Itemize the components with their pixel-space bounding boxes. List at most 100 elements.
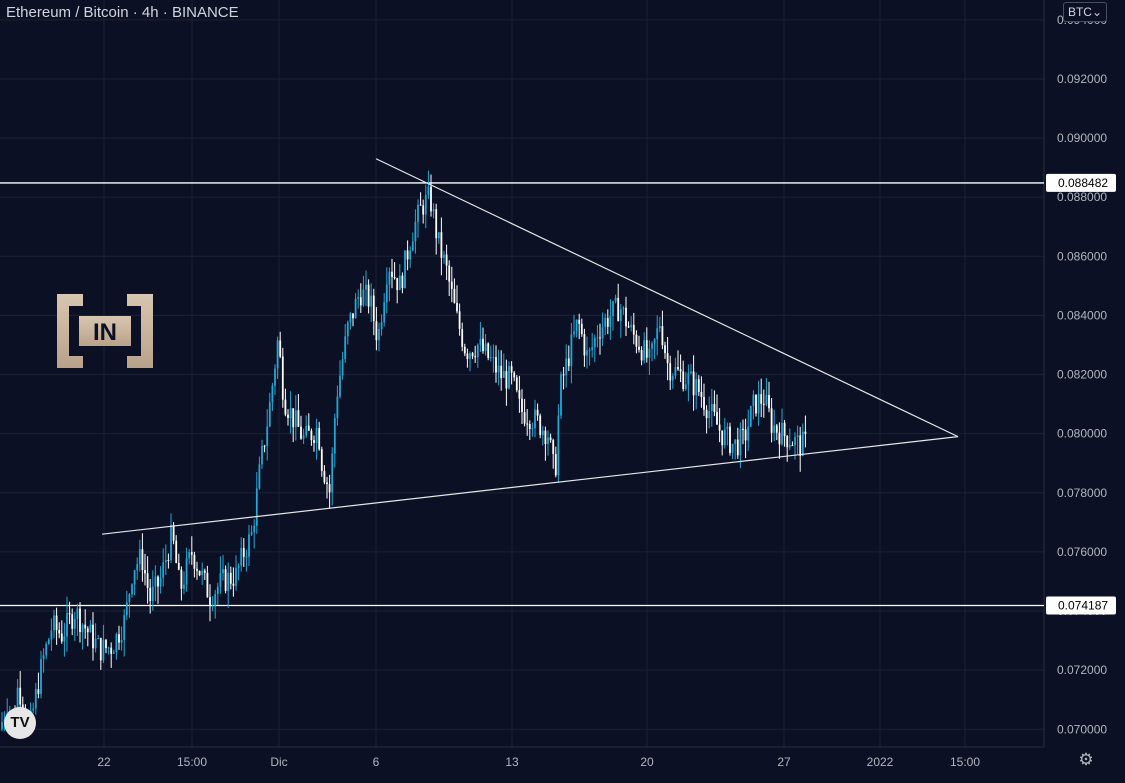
candle-body <box>560 374 562 416</box>
candle-body <box>404 250 406 289</box>
candle-body <box>45 644 48 656</box>
candle-body <box>679 369 682 372</box>
candle-body <box>190 552 193 555</box>
candle-body <box>414 221 417 242</box>
price-label: 0.088482 <box>1058 176 1108 190</box>
candle-body <box>617 297 620 322</box>
candle-body <box>695 379 698 396</box>
candle-body <box>458 311 461 330</box>
candle-body <box>367 284 370 307</box>
candle-body <box>58 629 61 634</box>
candle-body <box>40 659 42 695</box>
candle-body <box>469 353 471 360</box>
candle-body <box>229 572 232 584</box>
candle-body <box>786 436 789 448</box>
candle-body <box>461 329 464 347</box>
candle-body <box>697 379 700 392</box>
candle-body <box>320 449 323 471</box>
candle-body <box>474 356 477 358</box>
candle-body <box>742 428 744 430</box>
candle-body <box>544 430 547 444</box>
candle-body <box>388 271 391 285</box>
candle-body <box>726 426 729 430</box>
candle-body <box>198 570 201 576</box>
x-tick-label: 15:00 <box>177 755 207 769</box>
candle-body <box>71 614 74 629</box>
candle-body <box>336 396 339 419</box>
candle-body <box>232 583 235 586</box>
symbol-pair[interactable]: Ethereum / Bitcoin <box>6 4 129 21</box>
candle-body <box>599 337 601 339</box>
gear-icon[interactable]: ⚙ <box>1078 750 1094 769</box>
candle-body <box>591 347 594 350</box>
chevron-down-icon: ⌄ <box>1091 5 1103 19</box>
candle-body <box>674 366 677 376</box>
candle-body <box>141 549 144 570</box>
candle-body <box>201 570 204 576</box>
price-label: 0.074187 <box>1058 598 1108 612</box>
candle-body <box>34 689 37 709</box>
candle-body <box>263 445 266 447</box>
y-tick-label: 0.080000 <box>1057 427 1107 441</box>
x-tick-label: Dic <box>270 755 287 769</box>
candle-body <box>723 429 726 446</box>
candle-body <box>393 277 396 279</box>
candle-body <box>326 482 328 485</box>
candle-body <box>734 439 737 444</box>
candle-body <box>328 484 331 493</box>
candle-body <box>235 567 237 586</box>
candle-body <box>310 430 313 441</box>
candle-body <box>453 288 456 303</box>
candle-body <box>614 297 617 302</box>
candle-body <box>762 403 765 405</box>
candle-body <box>346 322 349 337</box>
candle-body <box>297 410 300 427</box>
candle-body <box>778 432 781 445</box>
candle-body <box>583 334 586 356</box>
candle-body <box>612 301 614 316</box>
candle-body <box>729 426 731 453</box>
candle-body <box>643 340 646 361</box>
candle-body <box>596 337 599 339</box>
candle-body <box>365 284 367 290</box>
candle-body <box>749 406 752 427</box>
candle-body <box>565 358 568 376</box>
candle-body <box>175 540 178 563</box>
candle-body <box>292 408 295 428</box>
candle-body <box>731 443 734 453</box>
y-tick-label: 0.086000 <box>1057 249 1107 263</box>
price-label-box <box>1046 173 1116 192</box>
candle-body <box>713 403 716 413</box>
candle-body <box>203 570 206 573</box>
candle-body <box>651 343 653 349</box>
candle-body <box>484 343 487 352</box>
candle-body <box>463 346 466 354</box>
x-tick-label: 2022 <box>867 755 894 769</box>
candle-body <box>495 357 497 373</box>
candle-body <box>755 394 757 414</box>
candle-body <box>570 334 573 367</box>
candle-body <box>323 470 326 483</box>
candle-body <box>261 445 263 465</box>
tradingview-logo[interactable]: TV <box>4 707 36 739</box>
interval-label[interactable]: 4h <box>141 4 159 21</box>
candle-body <box>666 353 669 364</box>
candle-body <box>562 374 565 376</box>
candle-body <box>406 250 409 260</box>
candle-body <box>518 390 521 399</box>
candle-body <box>79 608 81 633</box>
candle-body <box>120 639 123 643</box>
candle-body <box>690 371 692 374</box>
candle-body <box>315 428 318 443</box>
candle-body <box>398 275 401 291</box>
currency-button[interactable]: BTC⌄ <box>1063 2 1107 22</box>
symbol-title[interactable]: Ethereum / Bitcoin · 4h · BINANCE <box>6 4 239 21</box>
candle-body <box>396 277 399 291</box>
candle-body <box>380 322 383 329</box>
candle-body <box>692 371 695 396</box>
candle-body <box>466 353 469 360</box>
candle-body <box>274 368 276 386</box>
candle-body <box>619 309 622 322</box>
candle-body <box>352 313 354 319</box>
